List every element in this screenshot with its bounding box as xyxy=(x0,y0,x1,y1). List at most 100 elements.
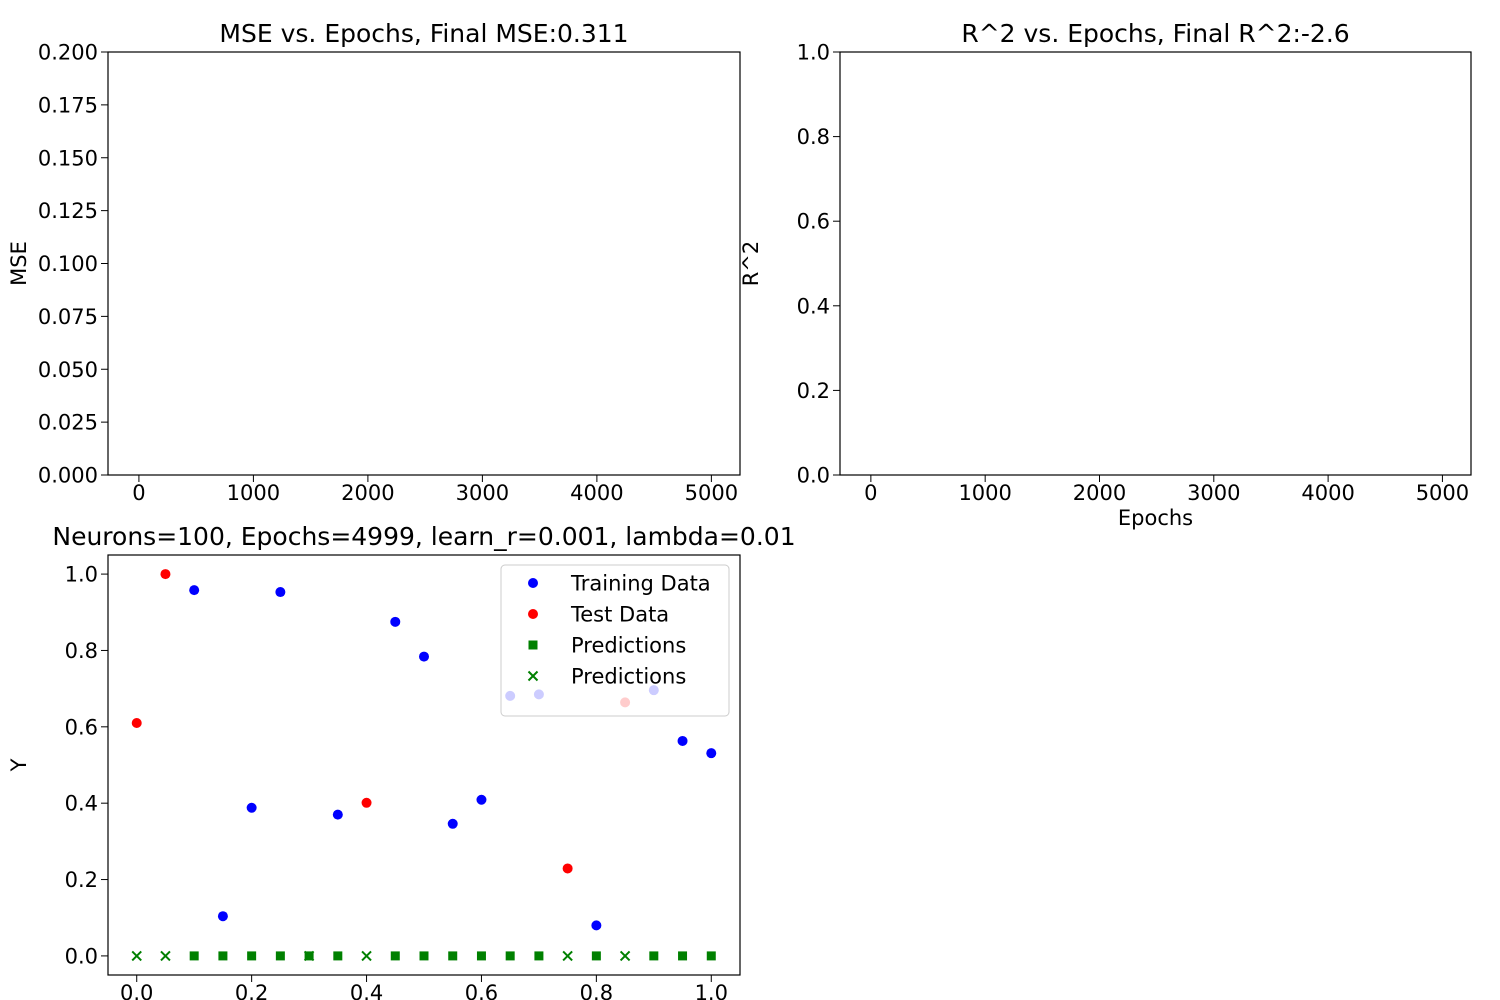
y-tick-label: 0.150 xyxy=(38,146,98,170)
x-tick-label: 5000 xyxy=(685,481,738,505)
y-tick-label: 0.4 xyxy=(65,792,98,816)
axes-frame xyxy=(107,51,741,476)
y-tick-label: 0.025 xyxy=(38,411,98,435)
data-point xyxy=(591,920,602,931)
series-3 xyxy=(131,950,631,962)
data-point xyxy=(361,797,372,808)
legend: Training Data Test Data Predictions Predict… xyxy=(500,564,730,717)
data-point xyxy=(160,569,171,580)
data-point xyxy=(562,863,573,874)
data-point xyxy=(275,951,285,961)
y-tick-label: 0.075 xyxy=(38,305,98,329)
data-point xyxy=(534,951,544,961)
x-tick-label: 0.6 xyxy=(465,981,498,1000)
x-tick-label: 4000 xyxy=(570,481,623,505)
data-point xyxy=(390,616,401,627)
legend-marker xyxy=(527,670,539,682)
y-tick-label: 0.000 xyxy=(38,464,98,488)
legend-entry: Test Data xyxy=(570,603,669,627)
axes-frame xyxy=(107,554,741,976)
data-point xyxy=(131,718,142,728)
data-point xyxy=(649,951,659,961)
data-point xyxy=(189,585,200,596)
y-tick-label: 0.6 xyxy=(65,715,98,739)
prediction-scatter-chart: Neurons=100, Epochs=4999, learn_r=0.001,… xyxy=(7,522,796,1000)
data-point xyxy=(303,950,315,962)
x-tick-label: 2000 xyxy=(1073,481,1126,505)
y-axis-label: Y xyxy=(7,758,31,772)
y-tick-label: 0.8 xyxy=(797,125,830,149)
legend-marker xyxy=(528,578,538,588)
chart-title: R^2 vs. Epochs, Final R^2:-2.6 xyxy=(961,19,1349,48)
x-tick-label: 0 xyxy=(864,481,877,505)
x-tick-label: 0 xyxy=(132,481,145,505)
data-point xyxy=(247,951,257,961)
data-point xyxy=(619,950,631,962)
y-tick-label: 0.0 xyxy=(797,464,830,488)
data-point xyxy=(476,794,487,805)
x-tick-label: 1000 xyxy=(227,481,280,505)
data-point xyxy=(447,818,458,829)
y-tick-label: 0.100 xyxy=(38,252,98,276)
chart-title: MSE vs. Epochs, Final MSE:0.311 xyxy=(219,19,628,48)
y-tick-label: 0.200 xyxy=(38,41,98,65)
legend-entry: Training Data xyxy=(570,572,711,596)
data-point xyxy=(505,951,515,961)
y-tick-label: 0.175 xyxy=(38,93,98,117)
x-tick-label: 3000 xyxy=(1187,481,1240,505)
data-point xyxy=(189,951,199,961)
data-point xyxy=(448,951,458,961)
legend-box xyxy=(500,564,730,717)
mse-chart: MSE vs. Epochs, Final MSE:0.311 0 1000 2000… xyxy=(7,19,741,505)
data-point xyxy=(678,951,688,961)
y-axis-label: R^2 xyxy=(739,241,763,287)
data-point xyxy=(217,911,228,922)
r2-chart: R^2 vs. Epochs, Final R^2:-2.6 0 1000 2000 3… xyxy=(739,19,1472,530)
axes-frame xyxy=(839,51,1472,476)
y-tick-label: 0.2 xyxy=(65,868,98,892)
y-tick-label: 1.0 xyxy=(797,41,830,65)
data-point xyxy=(131,950,142,962)
data-point xyxy=(706,951,716,961)
data-point xyxy=(390,951,400,961)
data-point xyxy=(591,951,601,961)
data-point xyxy=(275,587,286,598)
x-tick-label: 0.4 xyxy=(350,981,383,1000)
data-point xyxy=(361,950,372,962)
x-tick-label: 4000 xyxy=(1301,481,1354,505)
data-point xyxy=(419,651,429,662)
data-point xyxy=(706,748,717,759)
data-point xyxy=(677,735,688,746)
x-tick-label: 5000 xyxy=(1416,481,1469,505)
data-point xyxy=(476,951,486,961)
data-point xyxy=(333,951,343,961)
y-tick-label: 0.4 xyxy=(797,294,830,318)
chart-title: Neurons=100, Epochs=4999, learn_r=0.001,… xyxy=(52,522,795,551)
y-tick-label: 0.050 xyxy=(38,358,98,382)
x-axis-label: Epochs xyxy=(1118,506,1193,530)
y-tick-label: 0.0 xyxy=(65,944,98,968)
x-tick-label: 0.0 xyxy=(120,981,153,1000)
y-tick-label: 1.0 xyxy=(65,563,98,587)
x-tick-label: 1.0 xyxy=(695,981,728,1000)
legend-marker xyxy=(528,640,538,650)
x-tick-label: 2000 xyxy=(341,481,394,505)
y-axis-label: MSE xyxy=(7,241,31,286)
x-tick-label: 0.2 xyxy=(235,981,268,1000)
data-point xyxy=(419,951,429,961)
x-tick-label: 1000 xyxy=(958,481,1011,505)
y-tick-label: 0.6 xyxy=(797,210,830,234)
legend-entry: Predictions xyxy=(571,634,686,658)
legend-entry: Predictions xyxy=(571,665,686,689)
data-point xyxy=(160,950,171,962)
series-2 xyxy=(189,951,716,961)
legend-marker xyxy=(528,609,538,619)
x-tick-label: 3000 xyxy=(456,481,509,505)
data-point xyxy=(562,950,573,962)
y-tick-label: 0.8 xyxy=(65,639,98,663)
data-point xyxy=(332,809,343,820)
x-tick-label: 0.8 xyxy=(580,981,613,1000)
data-point xyxy=(218,951,228,961)
y-tick-label: 0.125 xyxy=(38,199,98,223)
